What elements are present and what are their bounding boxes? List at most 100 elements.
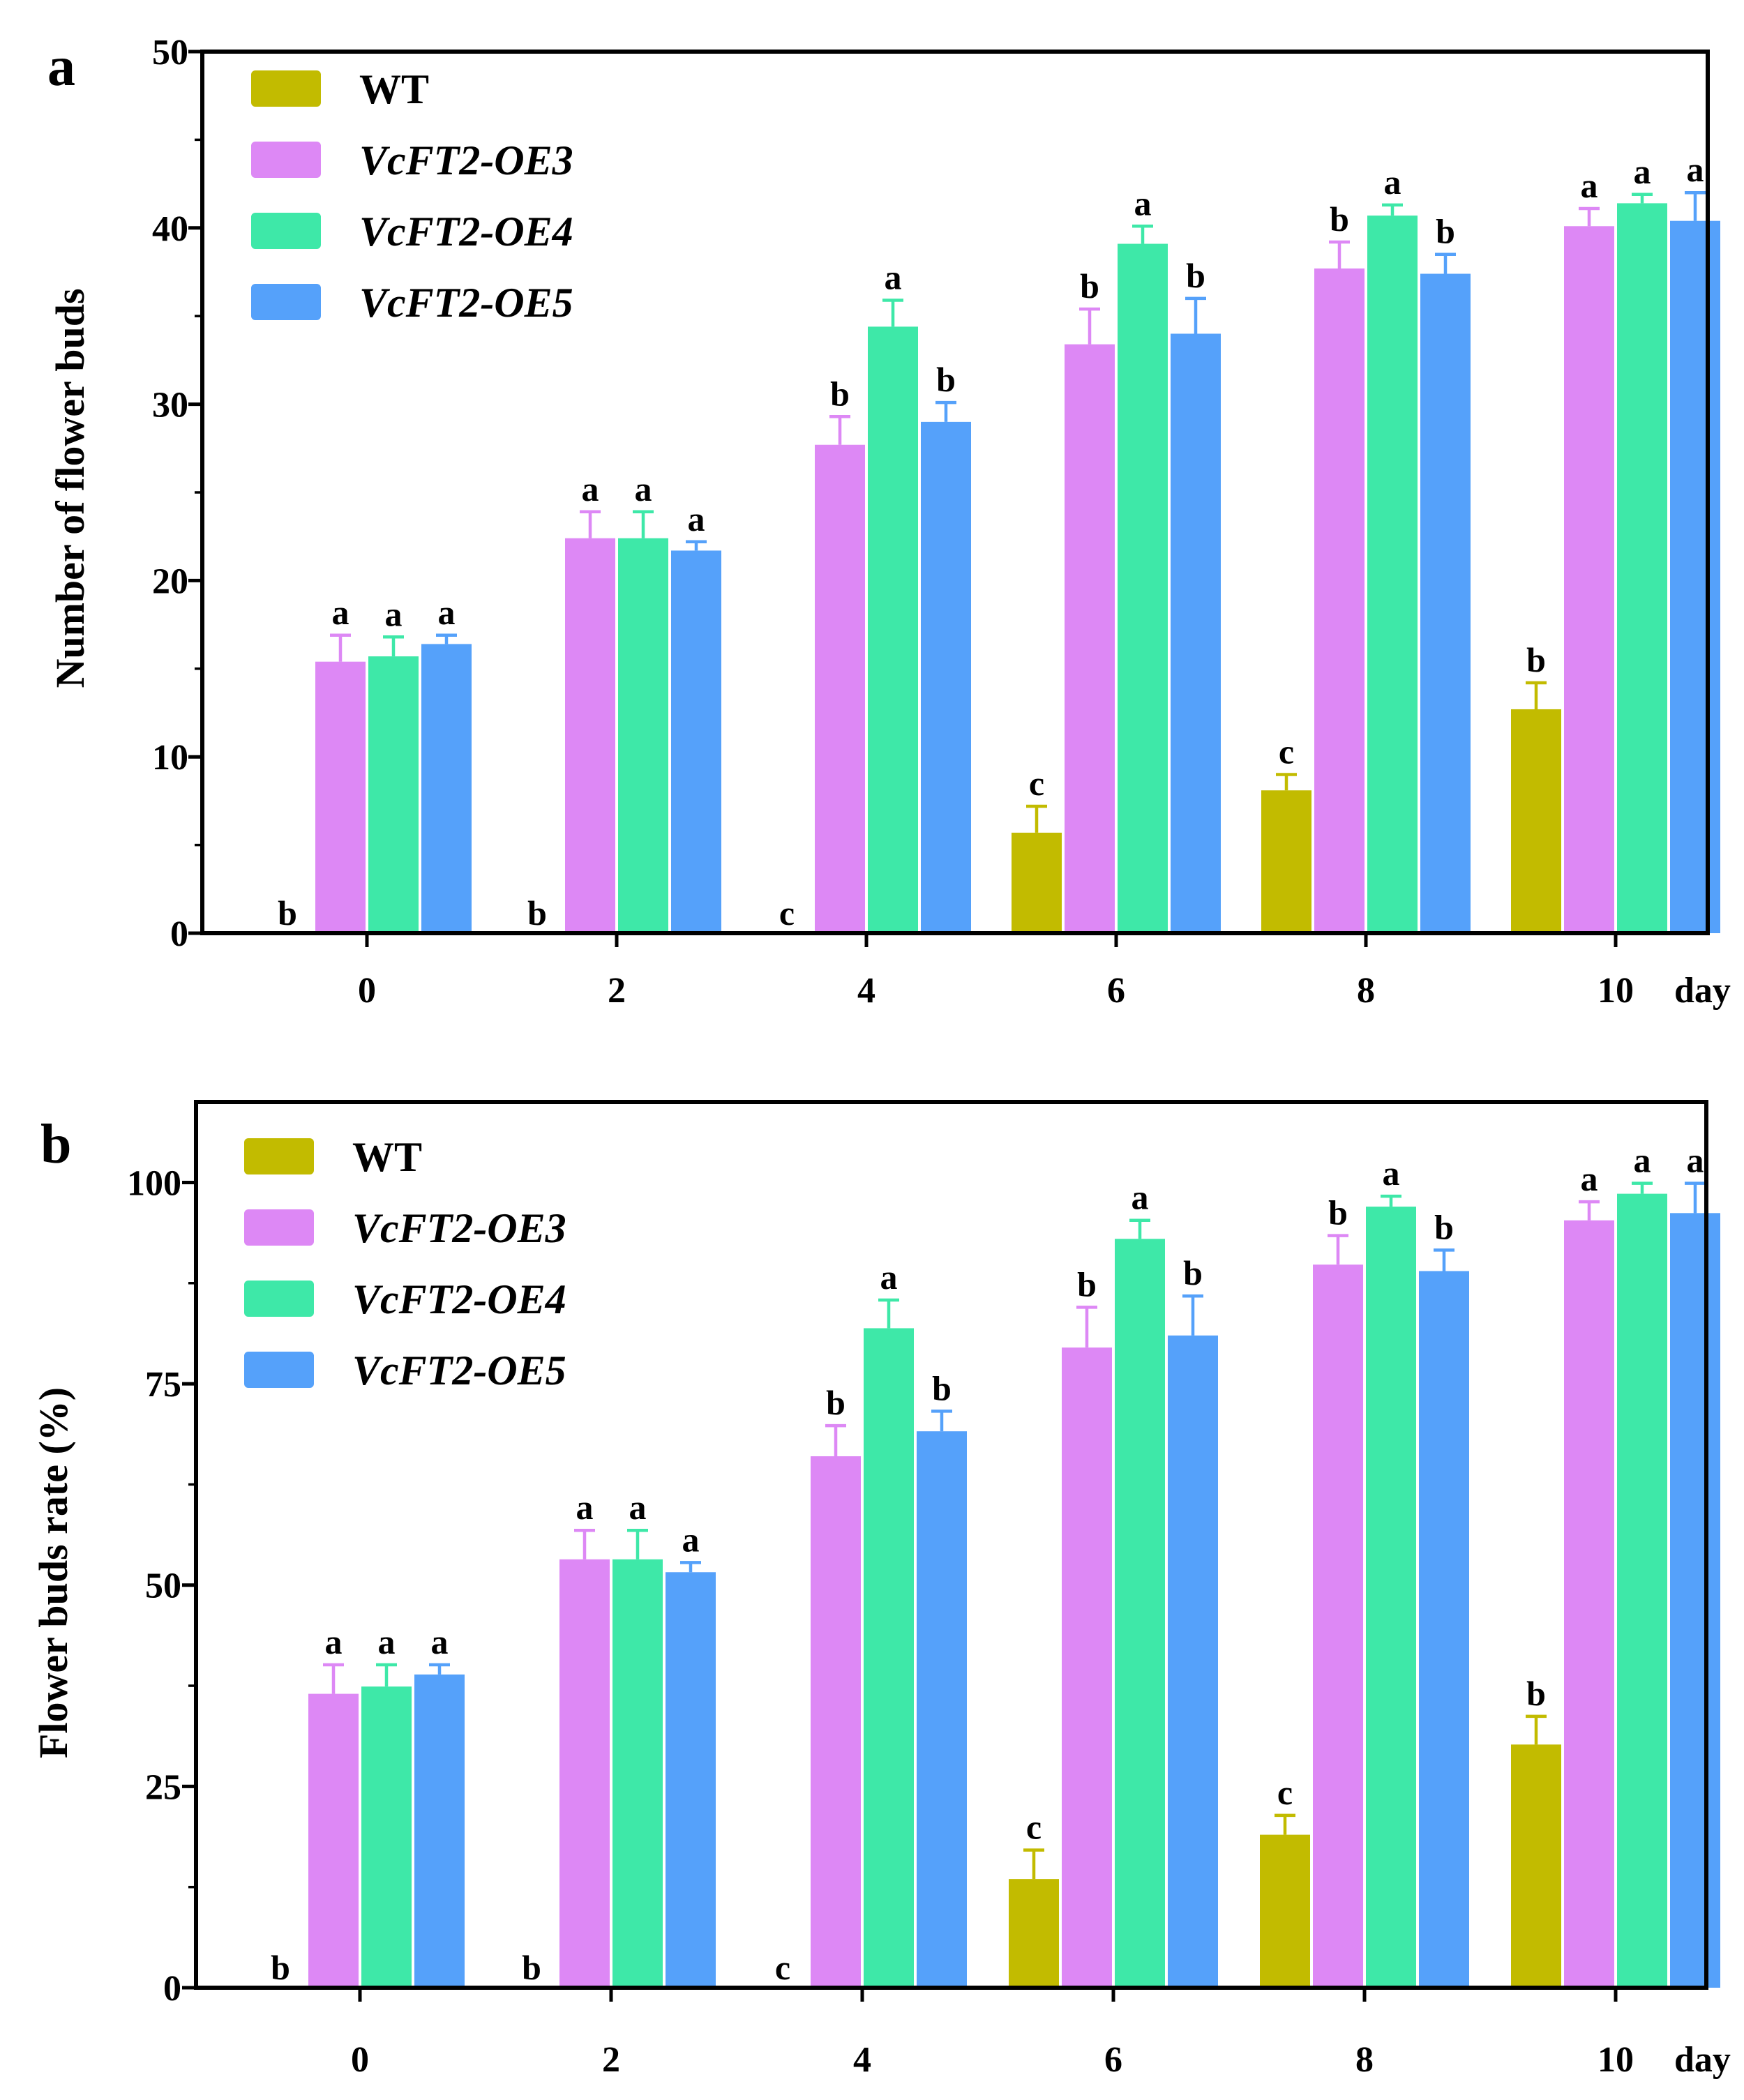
panel-b-legend-swatch-VcFT2-OE5 xyxy=(244,1352,314,1388)
panel-a-error-bar-VcFT2-OE4-day-8 xyxy=(1382,203,1403,216)
panel-a-bar-VcFT2-OE5-day-4 xyxy=(921,421,971,933)
panel-b-sig-label-VcFT2-OE4-day-6: a xyxy=(1132,1178,1149,1217)
panel-b-error-bar-VcFT2-OE3-day-6 xyxy=(1076,1306,1097,1348)
panel-a-x-tick-label: 0 xyxy=(358,971,376,1011)
panel-b-y-tick-label: 75 xyxy=(145,1365,181,1405)
panel-b-bar-VcFT2-OE4-day-8 xyxy=(1366,1207,1416,1988)
panel-b-bar-VcFT2-OE3-day-0 xyxy=(308,1693,359,1988)
panel-a-y-tick-label: 30 xyxy=(152,386,188,425)
panel-a-bar-VcFT2-OE5-day-8 xyxy=(1420,273,1471,933)
panel-a-bar-WT-day-8 xyxy=(1261,790,1311,933)
panel-a-x-tick-label: 4 xyxy=(857,971,875,1011)
panel-a-sig-label-VcFT2-OE4-day-2: a xyxy=(635,469,652,508)
panel-b-sig-label-VcFT2-OE5-day-8: b xyxy=(1434,1207,1454,1246)
panel-b-error-bar-WT-day-10 xyxy=(1526,1714,1547,1745)
panel-b-sig-label-WT-day-4: c xyxy=(775,1948,790,1987)
panel-a-x-axis-title: day xyxy=(1674,971,1731,1011)
panel-a-sig-label-VcFT2-OE4-day-0: a xyxy=(385,594,403,633)
panel-b-axes-frame xyxy=(194,1100,1708,1990)
panel-b-legend-swatch-WT xyxy=(244,1138,314,1174)
panel-b-sig-label-WT-day-2: b xyxy=(522,1948,541,1987)
panel-b-sig-label-VcFT2-OE4-day-8: a xyxy=(1383,1154,1400,1193)
panel-a-x-tick-label: 2 xyxy=(608,971,626,1011)
panel-a-error-bar-VcFT2-OE5-day-2 xyxy=(686,540,707,551)
panel-b-bar-VcFT2-OE3-day-10 xyxy=(1564,1220,1614,1988)
panel-b-legend-swatch-VcFT2-OE4 xyxy=(244,1281,314,1317)
panel-a-legend-label-VcFT2-OE3: VcFT2-OE3 xyxy=(359,137,573,183)
panel-a-sig-label-VcFT2-OE5-day-4: b xyxy=(936,360,956,399)
panel-a-error-bar-WT-day-10 xyxy=(1526,681,1547,709)
panel-b-bar-VcFT2-OE5-day-10 xyxy=(1670,1213,1720,1988)
panel-b-error-bar-VcFT2-OE4-day-4 xyxy=(878,1298,899,1329)
panel-b-bar-WT-day-10 xyxy=(1511,1744,1561,1988)
panel-a-error-bar-WT-day-8 xyxy=(1276,773,1297,791)
panel-b-bar-VcFT2-OE3-day-4 xyxy=(811,1456,861,1988)
panel-a-error-bar-VcFT2-OE4-day-6 xyxy=(1132,225,1153,244)
panel-b-error-bar-VcFT2-OE3-day-2 xyxy=(574,1528,595,1559)
panel-b-y-tick-label: 0 xyxy=(163,1969,181,2009)
panel-a-error-bar-VcFT2-OE4-day-4 xyxy=(882,299,903,327)
panel-a-error-bar-VcFT2-OE5-day-0 xyxy=(436,633,457,644)
panel-b-sig-label-VcFT2-OE3-day-6: b xyxy=(1077,1264,1097,1304)
panel-b-error-bar-VcFT2-OE5-day-0 xyxy=(429,1663,450,1675)
panel-b-x-tick-label: 10 xyxy=(1598,2040,1634,2080)
panel-b-sig-label-VcFT2-OE5-day-4: b xyxy=(932,1368,952,1407)
panel-b-bar-VcFT2-OE4-day-4 xyxy=(864,1328,914,1988)
panel-a-sig-label-VcFT2-OE3-day-8: b xyxy=(1330,199,1349,239)
panel-b-legend-label-VcFT2-OE4: VcFT2-OE4 xyxy=(352,1276,566,1322)
panel-a-legend-swatch-WT xyxy=(251,70,321,107)
panel-a-error-bar-VcFT2-OE3-day-6 xyxy=(1079,307,1100,345)
panel-a-sig-label-VcFT2-OE4-day-10: a xyxy=(1634,152,1651,191)
panel-b-bar-VcFT2-OE5-day-4 xyxy=(917,1431,967,1988)
panel-a-letter: a xyxy=(47,36,75,98)
panel-b-sig-label-VcFT2-OE4-day-0: a xyxy=(378,1622,396,1661)
panel-a-y-tick-label: 10 xyxy=(152,738,188,778)
panel-a-sig-label-VcFT2-OE4-day-4: a xyxy=(885,257,902,296)
panel-a-y-tick-label: 20 xyxy=(152,561,188,601)
panel-a-x-tick-label: 6 xyxy=(1107,971,1125,1011)
panel-b-bar-VcFT2-OE5-day-2 xyxy=(666,1572,716,1988)
panel-a-sig-label-WT-day-10: b xyxy=(1526,640,1546,679)
panel-a-error-bar-VcFT2-OE4-day-0 xyxy=(383,635,404,657)
panel-a-legend-label-WT: WT xyxy=(359,66,429,112)
panel-b-error-bar-VcFT2-OE4-day-0 xyxy=(376,1663,397,1687)
panel-b-bar-VcFT2-OE5-day-8 xyxy=(1419,1271,1469,1988)
panel-b-bar-VcFT2-OE5-day-6 xyxy=(1168,1335,1218,1988)
panel-b-bar-VcFT2-OE4-day-0 xyxy=(361,1686,412,1988)
panel-b-sig-label-VcFT2-OE3-day-4: b xyxy=(826,1383,845,1422)
panel-b-bar-VcFT2-OE5-day-0 xyxy=(414,1674,465,1988)
panel-b-bar-VcFT2-OE4-day-10 xyxy=(1617,1193,1667,1988)
panel-b-legend-label-VcFT2-OE5: VcFT2-OE5 xyxy=(352,1347,566,1393)
panel-b-bar-VcFT2-OE3-day-8 xyxy=(1313,1264,1363,1988)
panel-a-bar-VcFT2-OE4-day-8 xyxy=(1367,216,1418,933)
panel-b-error-bar-VcFT2-OE5-day-10 xyxy=(1685,1181,1706,1214)
panel-a-error-bar-VcFT2-OE4-day-10 xyxy=(1632,192,1653,204)
panel-b-sig-label-WT-day-10: b xyxy=(1526,1674,1546,1713)
panel-b-sig-label-VcFT2-OE3-day-8: b xyxy=(1328,1193,1348,1232)
panel-b-y-tick-label: 100 xyxy=(127,1163,181,1203)
panel-a-error-bar-VcFT2-OE3-day-4 xyxy=(829,415,850,445)
panel-a-bar-VcFT2-OE5-day-2 xyxy=(671,550,721,933)
panel-b-error-bar-VcFT2-OE4-day-6 xyxy=(1129,1218,1150,1239)
panel-b-bar-WT-day-6 xyxy=(1009,1879,1059,1988)
panel-a-bar-WT-day-10 xyxy=(1511,709,1561,933)
panel-a-legend: WT VcFT2-OE3 VcFT2-OE4 VcFT2-OE5 xyxy=(251,66,573,326)
panel-b-sig-label-VcFT2-OE4-day-2: a xyxy=(629,1488,647,1527)
panel-a-sig-label-VcFT2-OE3-day-6: b xyxy=(1080,266,1099,305)
panel-a-sig-label-WT-day-8: c xyxy=(1279,732,1294,771)
panel-b-sig-label-VcFT2-OE3-day-0: a xyxy=(325,1622,343,1661)
panel-a-error-bar-VcFT2-OE3-day-8 xyxy=(1329,240,1350,269)
panel-a-x-tick-label: 10 xyxy=(1598,971,1634,1011)
panel-b-x-axis-title: day xyxy=(1674,2040,1731,2080)
panel-b-sig-label-VcFT2-OE3-day-2: a xyxy=(576,1488,594,1527)
panel-a-sig-label-WT-day-6: c xyxy=(1029,764,1044,803)
panel-a-bar-VcFT2-OE4-day-6 xyxy=(1118,243,1168,933)
panel-b-error-bar-VcFT2-OE5-day-4 xyxy=(931,1410,952,1432)
panel-b-error-bar-VcFT2-OE3-day-8 xyxy=(1328,1234,1348,1265)
panel-a-sig-label-VcFT2-OE4-day-6: a xyxy=(1134,183,1152,222)
panel-b-error-bar-VcFT2-OE3-day-4 xyxy=(825,1423,846,1456)
panel-b-sig-label-VcFT2-OE5-day-0: a xyxy=(431,1622,449,1661)
panel-b-sig-label-VcFT2-OE5-day-6: b xyxy=(1183,1253,1203,1292)
panel-a-x-tick-label: 8 xyxy=(1357,971,1375,1011)
